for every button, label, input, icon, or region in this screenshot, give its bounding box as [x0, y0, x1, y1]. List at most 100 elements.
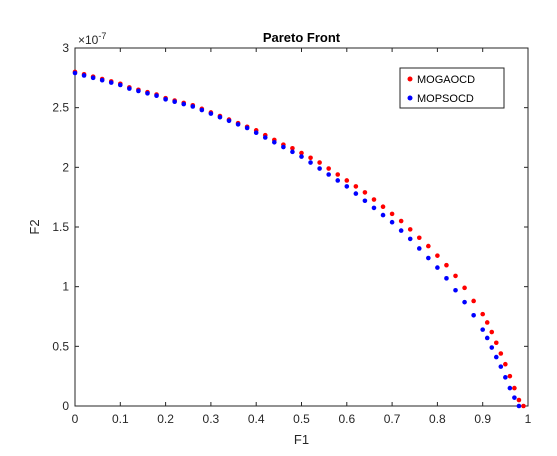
- data-point-mogaocd: [416, 235, 422, 241]
- data-points: [72, 69, 526, 409]
- data-point-mopsocd: [163, 97, 168, 102]
- y-axis-label: F2: [27, 219, 42, 234]
- y-exponent-base: ×10: [78, 33, 99, 47]
- data-point-mogaocd: [453, 273, 458, 279]
- data-point-mopsocd: [127, 86, 132, 91]
- legend-marker-mogaocd: [407, 76, 413, 82]
- data-point-mopsocd: [244, 125, 250, 131]
- data-point-mogaocd: [512, 385, 517, 391]
- data-point-mogaocd: [493, 340, 499, 346]
- data-point-mopsocd: [462, 299, 467, 305]
- data-point-mopsocd: [217, 114, 223, 120]
- data-point-mogaocd: [489, 329, 495, 335]
- y-tick-label: 3: [62, 41, 69, 55]
- data-point-mopsocd: [512, 395, 517, 400]
- data-point-mopsocd: [226, 118, 232, 124]
- data-point-mogaocd: [326, 166, 331, 171]
- data-point-mogaocd: [398, 218, 404, 224]
- data-point-mopsocd: [262, 135, 268, 140]
- data-point-mogaocd: [435, 253, 440, 258]
- x-tick-label: 0.5: [293, 412, 310, 426]
- data-point-mopsocd: [308, 160, 313, 165]
- data-point-mopsocd: [471, 313, 476, 318]
- data-point-mogaocd: [344, 178, 350, 183]
- data-point-mogaocd: [521, 403, 526, 409]
- data-point-mopsocd: [480, 327, 486, 332]
- data-point-mopsocd: [290, 149, 295, 155]
- data-point-mopsocd: [335, 178, 341, 183]
- x-tick-label: 0.2: [157, 412, 174, 426]
- data-point-mopsocd: [154, 93, 159, 99]
- data-point-mogaocd: [317, 160, 322, 165]
- y-tick-label: 2: [62, 160, 69, 174]
- data-point-mopsocd: [489, 345, 495, 350]
- data-point-mopsocd: [503, 375, 508, 380]
- data-point-mopsocd: [507, 385, 513, 391]
- data-point-mopsocd: [435, 265, 440, 270]
- data-point-mopsocd: [145, 91, 150, 96]
- data-point-mopsocd: [416, 246, 422, 251]
- legend-label-mogaocd: MOGAOCD: [417, 74, 475, 86]
- data-point-mopsocd: [326, 172, 331, 177]
- data-point-mopsocd: [353, 191, 359, 196]
- y-axis-ticks: 0 0.5 1 1.5 2 2.5 3: [52, 41, 528, 413]
- x-tick-label: 0.1: [112, 412, 129, 426]
- data-point-mopsocd: [317, 166, 322, 171]
- series-mopsocd: [72, 70, 522, 409]
- data-point-mopsocd: [90, 75, 96, 81]
- data-point-mopsocd: [389, 219, 395, 225]
- data-point-mopsocd: [136, 88, 141, 94]
- data-point-mopsocd: [344, 184, 350, 189]
- data-point-mogaocd: [484, 320, 490, 325]
- data-point-mogaocd: [480, 311, 486, 317]
- x-axis-label: F1: [294, 432, 309, 447]
- legend: MOGAOCD MOPSOCD: [399, 67, 505, 109]
- y-tick-label: 2.5: [52, 101, 69, 115]
- data-point-mopsocd: [299, 154, 304, 159]
- data-point-mopsocd: [99, 77, 105, 83]
- data-point-mopsocd: [253, 130, 259, 136]
- data-point-mopsocd: [208, 111, 214, 116]
- data-point-mogaocd: [507, 373, 513, 379]
- data-point-mogaocd: [362, 190, 368, 195]
- y-exponent-power: -7: [98, 31, 106, 41]
- x-tick-label: 0.9: [474, 412, 491, 426]
- series-mogaocd: [72, 69, 526, 409]
- x-tick-label: 0.6: [338, 412, 355, 426]
- data-point-mogaocd: [462, 285, 467, 291]
- data-point-mopsocd: [484, 335, 490, 341]
- x-tick-label: 0: [72, 412, 79, 426]
- data-point-mopsocd: [72, 70, 78, 76]
- x-axis-ticks: 0 0.1 0.2 0.3 0.4 0.5 0.6 0.7 0.8 0.9 1: [72, 48, 532, 426]
- data-point-mopsocd: [362, 198, 368, 204]
- data-point-mopsocd: [426, 255, 431, 261]
- y-tick-label: 0: [62, 399, 69, 413]
- data-point-mopsocd: [407, 236, 413, 242]
- data-point-mopsocd: [516, 403, 522, 409]
- legend-marker-mopsocd: [407, 95, 413, 101]
- data-point-mogaocd: [444, 262, 449, 268]
- data-point-mogaocd: [516, 397, 522, 403]
- x-tick-label: 0.3: [203, 412, 220, 426]
- data-point-mogaocd: [353, 184, 359, 189]
- chart-title: Pareto Front: [263, 30, 341, 45]
- data-point-mopsocd: [190, 104, 196, 109]
- y-tick-label: 1.5: [52, 220, 69, 234]
- x-tick-label: 0.4: [248, 412, 265, 426]
- x-tick-label: 0.7: [384, 412, 401, 426]
- data-point-mogaocd: [290, 145, 295, 151]
- data-point-mopsocd: [108, 80, 114, 85]
- data-point-mogaocd: [371, 197, 377, 202]
- data-point-mopsocd: [81, 73, 87, 78]
- data-point-mopsocd: [444, 276, 449, 281]
- data-point-mogaocd: [389, 211, 395, 217]
- legend-label-mopsocd: MOPSOCD: [417, 93, 474, 105]
- data-point-mopsocd: [398, 228, 404, 233]
- data-point-mopsocd: [498, 364, 504, 369]
- data-point-mogaocd: [335, 172, 341, 177]
- data-point-mogaocd: [380, 204, 386, 210]
- data-point-mopsocd: [199, 107, 205, 113]
- data-point-mopsocd: [380, 212, 386, 218]
- data-point-mogaocd: [426, 243, 431, 249]
